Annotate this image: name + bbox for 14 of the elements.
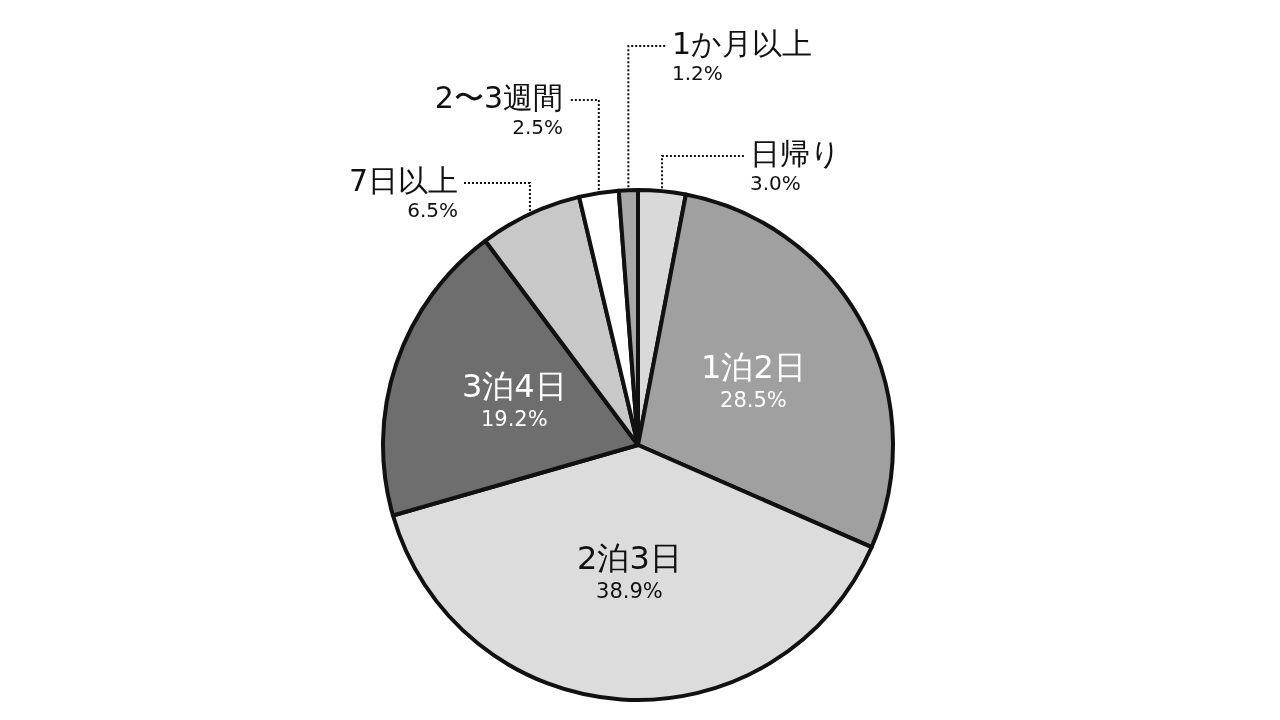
slice-label: 3泊4日 (461, 367, 567, 406)
slice-label: 日帰り (750, 135, 841, 171)
slice-label: 1泊2日 (701, 348, 806, 387)
data-label: 1.2% (672, 61, 723, 85)
data-label: 19.2% (480, 407, 548, 432)
data-label: 2.5% (512, 115, 563, 139)
data-label: 3.0% (750, 171, 801, 195)
data-label: 38.9% (596, 579, 663, 604)
data-label: 28.5% (720, 388, 787, 413)
slice-label: 2〜3週間 (434, 79, 563, 115)
slice-label: 2泊3日 (577, 539, 682, 578)
slice-label: 1か月以上 (672, 25, 813, 61)
slice-label: 7日以上 (348, 162, 458, 198)
data-label: 6.5% (407, 198, 458, 222)
